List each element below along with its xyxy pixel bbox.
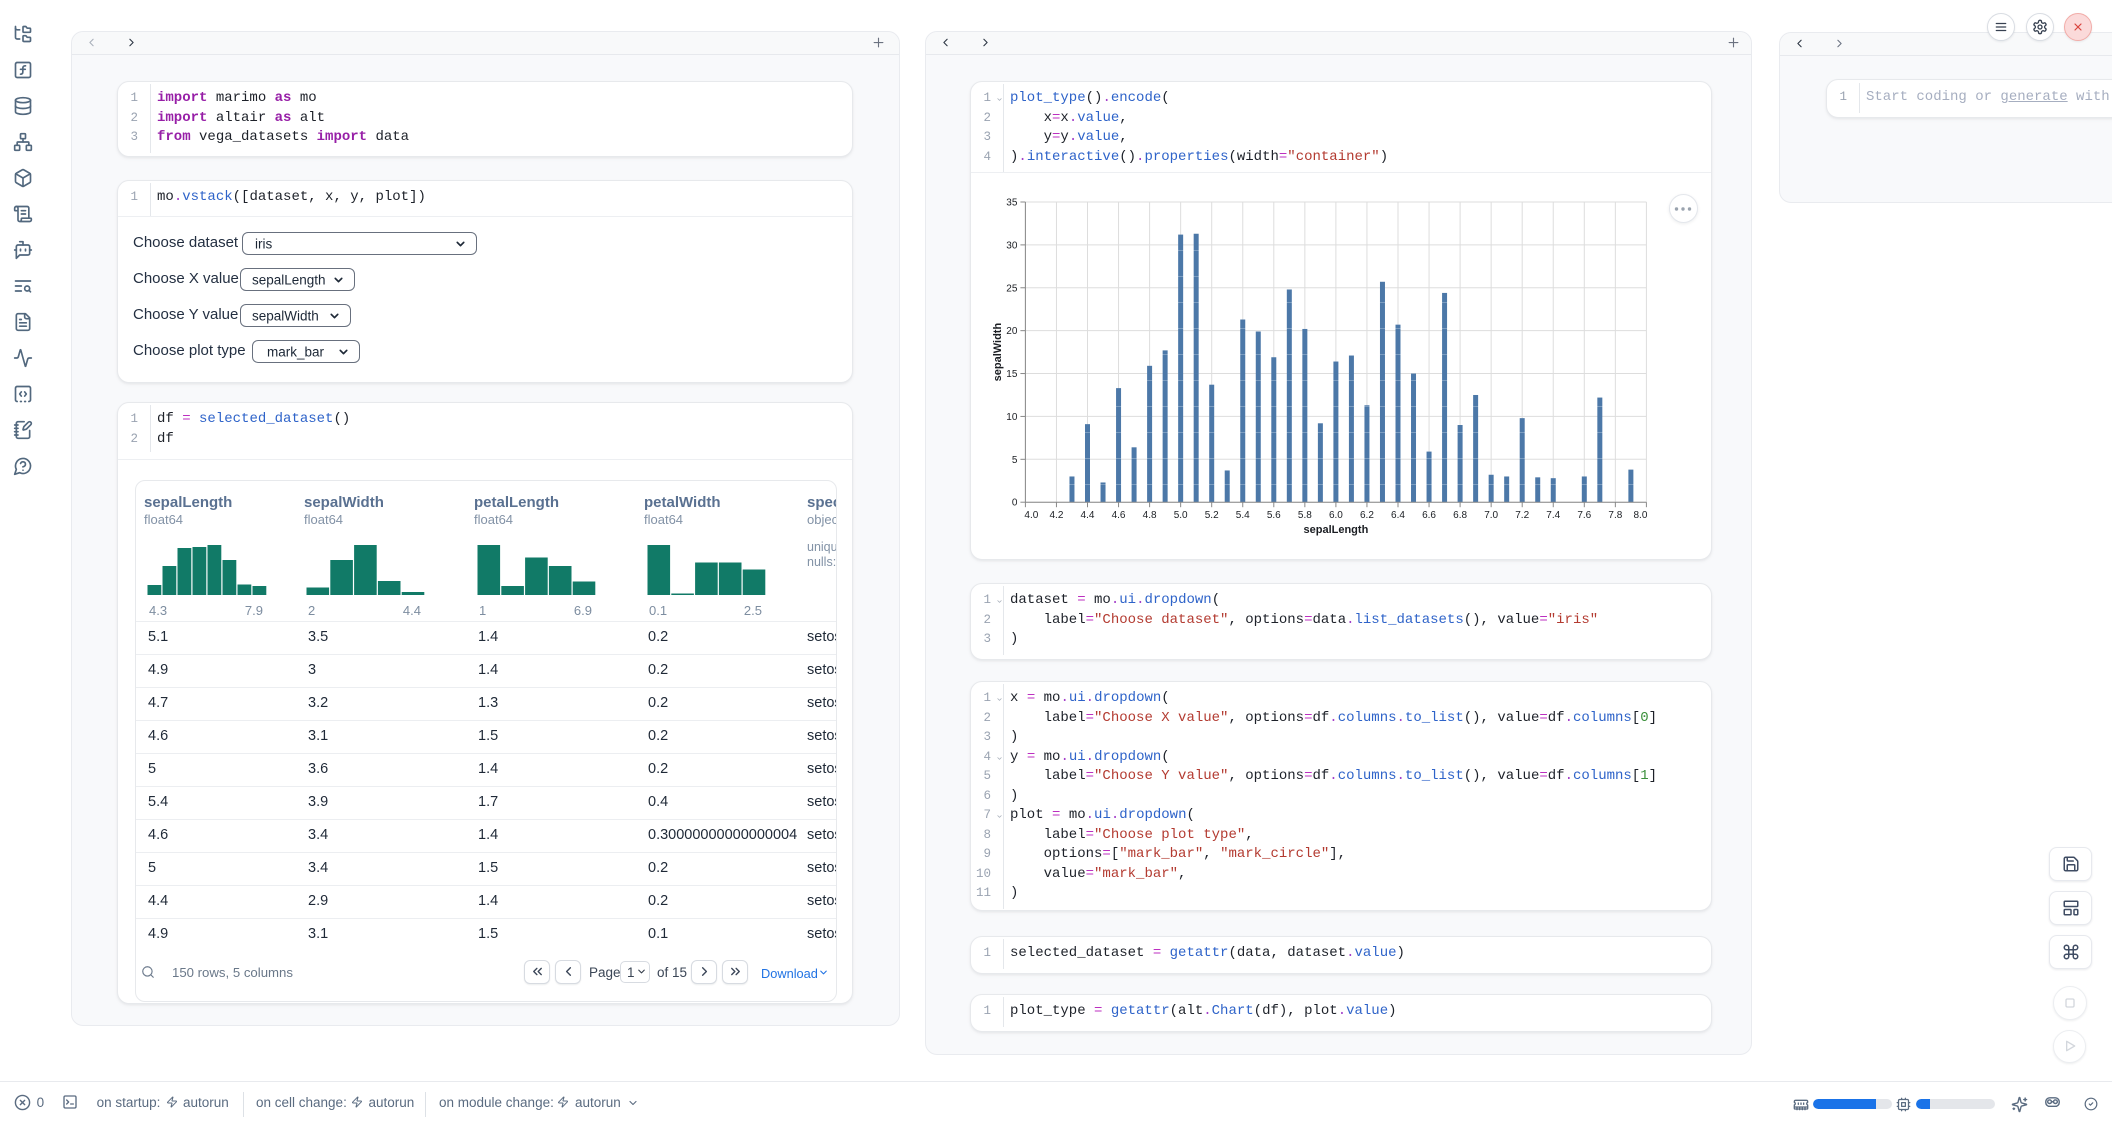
- svg-text:7.8: 7.8: [1608, 510, 1622, 521]
- svg-text:8.0: 8.0: [1633, 510, 1647, 521]
- svg-text:7.4: 7.4: [1546, 510, 1560, 521]
- svg-text:20: 20: [1006, 326, 1018, 337]
- svg-text:25: 25: [1006, 283, 1018, 294]
- svg-text:6.6: 6.6: [1422, 510, 1436, 521]
- svg-text:5.6: 5.6: [1267, 510, 1281, 521]
- svg-text:4.8: 4.8: [1143, 510, 1157, 521]
- svg-text:6.0: 6.0: [1329, 510, 1343, 521]
- svg-text:30: 30: [1006, 240, 1018, 251]
- svg-text:15: 15: [1006, 369, 1018, 380]
- svg-text:7.0: 7.0: [1484, 510, 1498, 521]
- svg-text:7.2: 7.2: [1515, 510, 1529, 521]
- svg-text:5: 5: [1012, 455, 1018, 466]
- svg-text:5.4: 5.4: [1236, 510, 1250, 521]
- svg-text:5.0: 5.0: [1174, 510, 1188, 521]
- svg-text:7.6: 7.6: [1577, 510, 1591, 521]
- svg-text:5.8: 5.8: [1298, 510, 1312, 521]
- svg-text:6.2: 6.2: [1360, 510, 1374, 521]
- svg-text:4.0: 4.0: [1024, 510, 1038, 521]
- svg-text:10: 10: [1006, 412, 1018, 423]
- svg-text:4.2: 4.2: [1049, 510, 1063, 521]
- svg-text:4.4: 4.4: [1081, 510, 1095, 521]
- svg-text:4.6: 4.6: [1112, 510, 1126, 521]
- svg-text:5.2: 5.2: [1205, 510, 1219, 521]
- svg-text:6.4: 6.4: [1391, 510, 1405, 521]
- svg-text:35: 35: [1006, 198, 1018, 209]
- svg-text:0: 0: [1012, 498, 1018, 509]
- svg-text:sepalWidth: sepalWidth: [992, 323, 1004, 382]
- svg-text:6.8: 6.8: [1453, 510, 1467, 521]
- svg-text:sepalLength: sepalLength: [1304, 524, 1369, 536]
